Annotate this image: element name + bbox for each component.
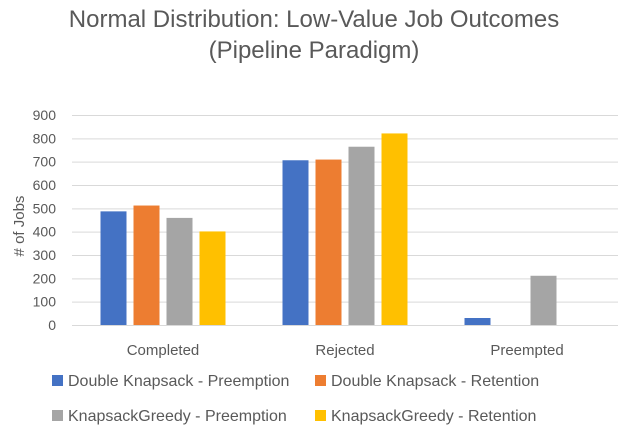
bar-3-1	[381, 133, 408, 325]
chart-title-line-1: Normal Distribution: Low-Value Job Outco…	[69, 6, 559, 33]
y-tick-label: 700	[33, 154, 57, 170]
bar-1-0	[133, 205, 160, 325]
bar-2-2	[530, 275, 557, 325]
legend-label-0: Double Knapsack - Preemption	[68, 373, 289, 390]
bar-2-1	[348, 146, 375, 325]
bar-0-1	[282, 160, 309, 325]
x-category-label: Rejected	[315, 342, 374, 359]
legend-swatch-2	[52, 410, 63, 421]
y-tick-label: 900	[33, 107, 57, 123]
x-axis-category-labels: Completed Rejected Preempted	[127, 342, 564, 359]
x-category-label: Preempted	[490, 342, 563, 359]
legend-swatch-3	[315, 410, 326, 421]
y-axis-tick-labels: 0 100 200 300 400 500 600 700 800 900	[33, 107, 57, 333]
y-tick-label: 800	[33, 130, 57, 146]
y-tick-label: 0	[48, 317, 56, 333]
y-axis-label: # of Jobs	[11, 196, 28, 257]
legend-swatch-1	[315, 375, 326, 386]
legend-label-2: KnapsackGreedy - Preemption	[68, 408, 287, 425]
legend-label-3: KnapsackGreedy - Retention	[331, 408, 536, 425]
y-tick-label: 300	[33, 247, 57, 263]
legend-swatch-0	[52, 375, 63, 386]
legend: Double Knapsack - Preemption Double Knaps…	[52, 373, 539, 425]
bar-0-2	[464, 318, 491, 325]
bar-0-0	[100, 211, 127, 325]
legend-label-1: Double Knapsack - Retention	[331, 373, 539, 390]
y-tick-label: 500	[33, 200, 57, 216]
y-tick-label: 100	[33, 294, 57, 310]
bar-3-0	[199, 231, 226, 325]
y-tick-label: 200	[33, 270, 57, 286]
chart-title: Normal Distribution: Low-Value Job Outco…	[69, 6, 559, 64]
y-tick-label: 600	[33, 177, 57, 193]
bar-2-0	[166, 217, 193, 325]
y-tick-label: 400	[33, 224, 57, 240]
bar-1-1	[315, 159, 342, 325]
bars	[100, 133, 557, 325]
x-category-label: Completed	[127, 342, 200, 359]
gridlines	[72, 115, 618, 303]
chart-title-line-2: (Pipeline Paradigm)	[209, 37, 420, 64]
